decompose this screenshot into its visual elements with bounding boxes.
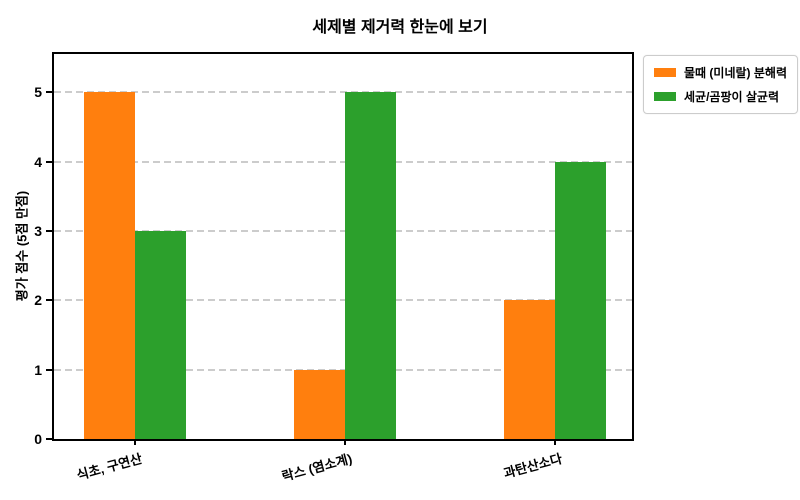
bar-series0-cat0 — [83, 92, 135, 439]
legend-swatch-0 — [654, 68, 676, 77]
x-tick-label-1: 락스 (염소계) — [279, 450, 354, 485]
y-tick-label-4: 4 — [34, 153, 42, 170]
plot-area — [52, 52, 634, 441]
x-tick-mark-1 — [343, 439, 346, 445]
y-tick-label-3: 3 — [34, 222, 42, 239]
y-axis-label: 평가 점수 (5점 만점) — [14, 190, 30, 302]
x-tick-label-2: 과탄산소다 — [501, 450, 564, 481]
bar-series1-cat2 — [554, 161, 606, 439]
bar-series0-cat1 — [293, 369, 345, 439]
bar-series0-cat2 — [503, 300, 555, 439]
y-tick-mark-3 — [46, 229, 52, 232]
x-tick-mark-2 — [553, 439, 556, 445]
gridline-y3 — [54, 229, 632, 232]
y-tick-label-2: 2 — [34, 292, 42, 309]
y-tick-mark-1 — [46, 368, 52, 371]
y-tick-mark-5 — [46, 91, 52, 94]
y-tick-label-1: 1 — [34, 361, 42, 378]
x-tick-mark-0 — [133, 439, 136, 445]
gridline-y2 — [54, 299, 632, 302]
bar-series1-cat1 — [344, 92, 396, 439]
gridline-y4 — [54, 160, 632, 163]
y-tick-mark-0 — [46, 438, 52, 440]
gridline-y5 — [54, 91, 632, 94]
legend-label-1: 세균/곰팡이 살균력 — [684, 90, 779, 104]
x-tick-label-0: 식초, 구연산 — [74, 450, 144, 483]
legend-label-0: 물때 (미네랄) 분해력 — [684, 66, 787, 80]
chart-title: 세제별 제거력 한눈에 보기 — [312, 19, 488, 36]
legend-item-1: 세균/곰팡이 살균력 — [654, 88, 787, 105]
y-tick-mark-4 — [46, 160, 52, 163]
y-tick-label-5: 5 — [34, 84, 42, 101]
bar-series1-cat0 — [134, 230, 186, 439]
y-tick-mark-2 — [46, 299, 52, 302]
legend-item-0: 물때 (미네랄) 분해력 — [654, 64, 787, 81]
legend-swatch-1 — [654, 92, 676, 101]
y-tick-label-0: 0 — [34, 431, 42, 447]
